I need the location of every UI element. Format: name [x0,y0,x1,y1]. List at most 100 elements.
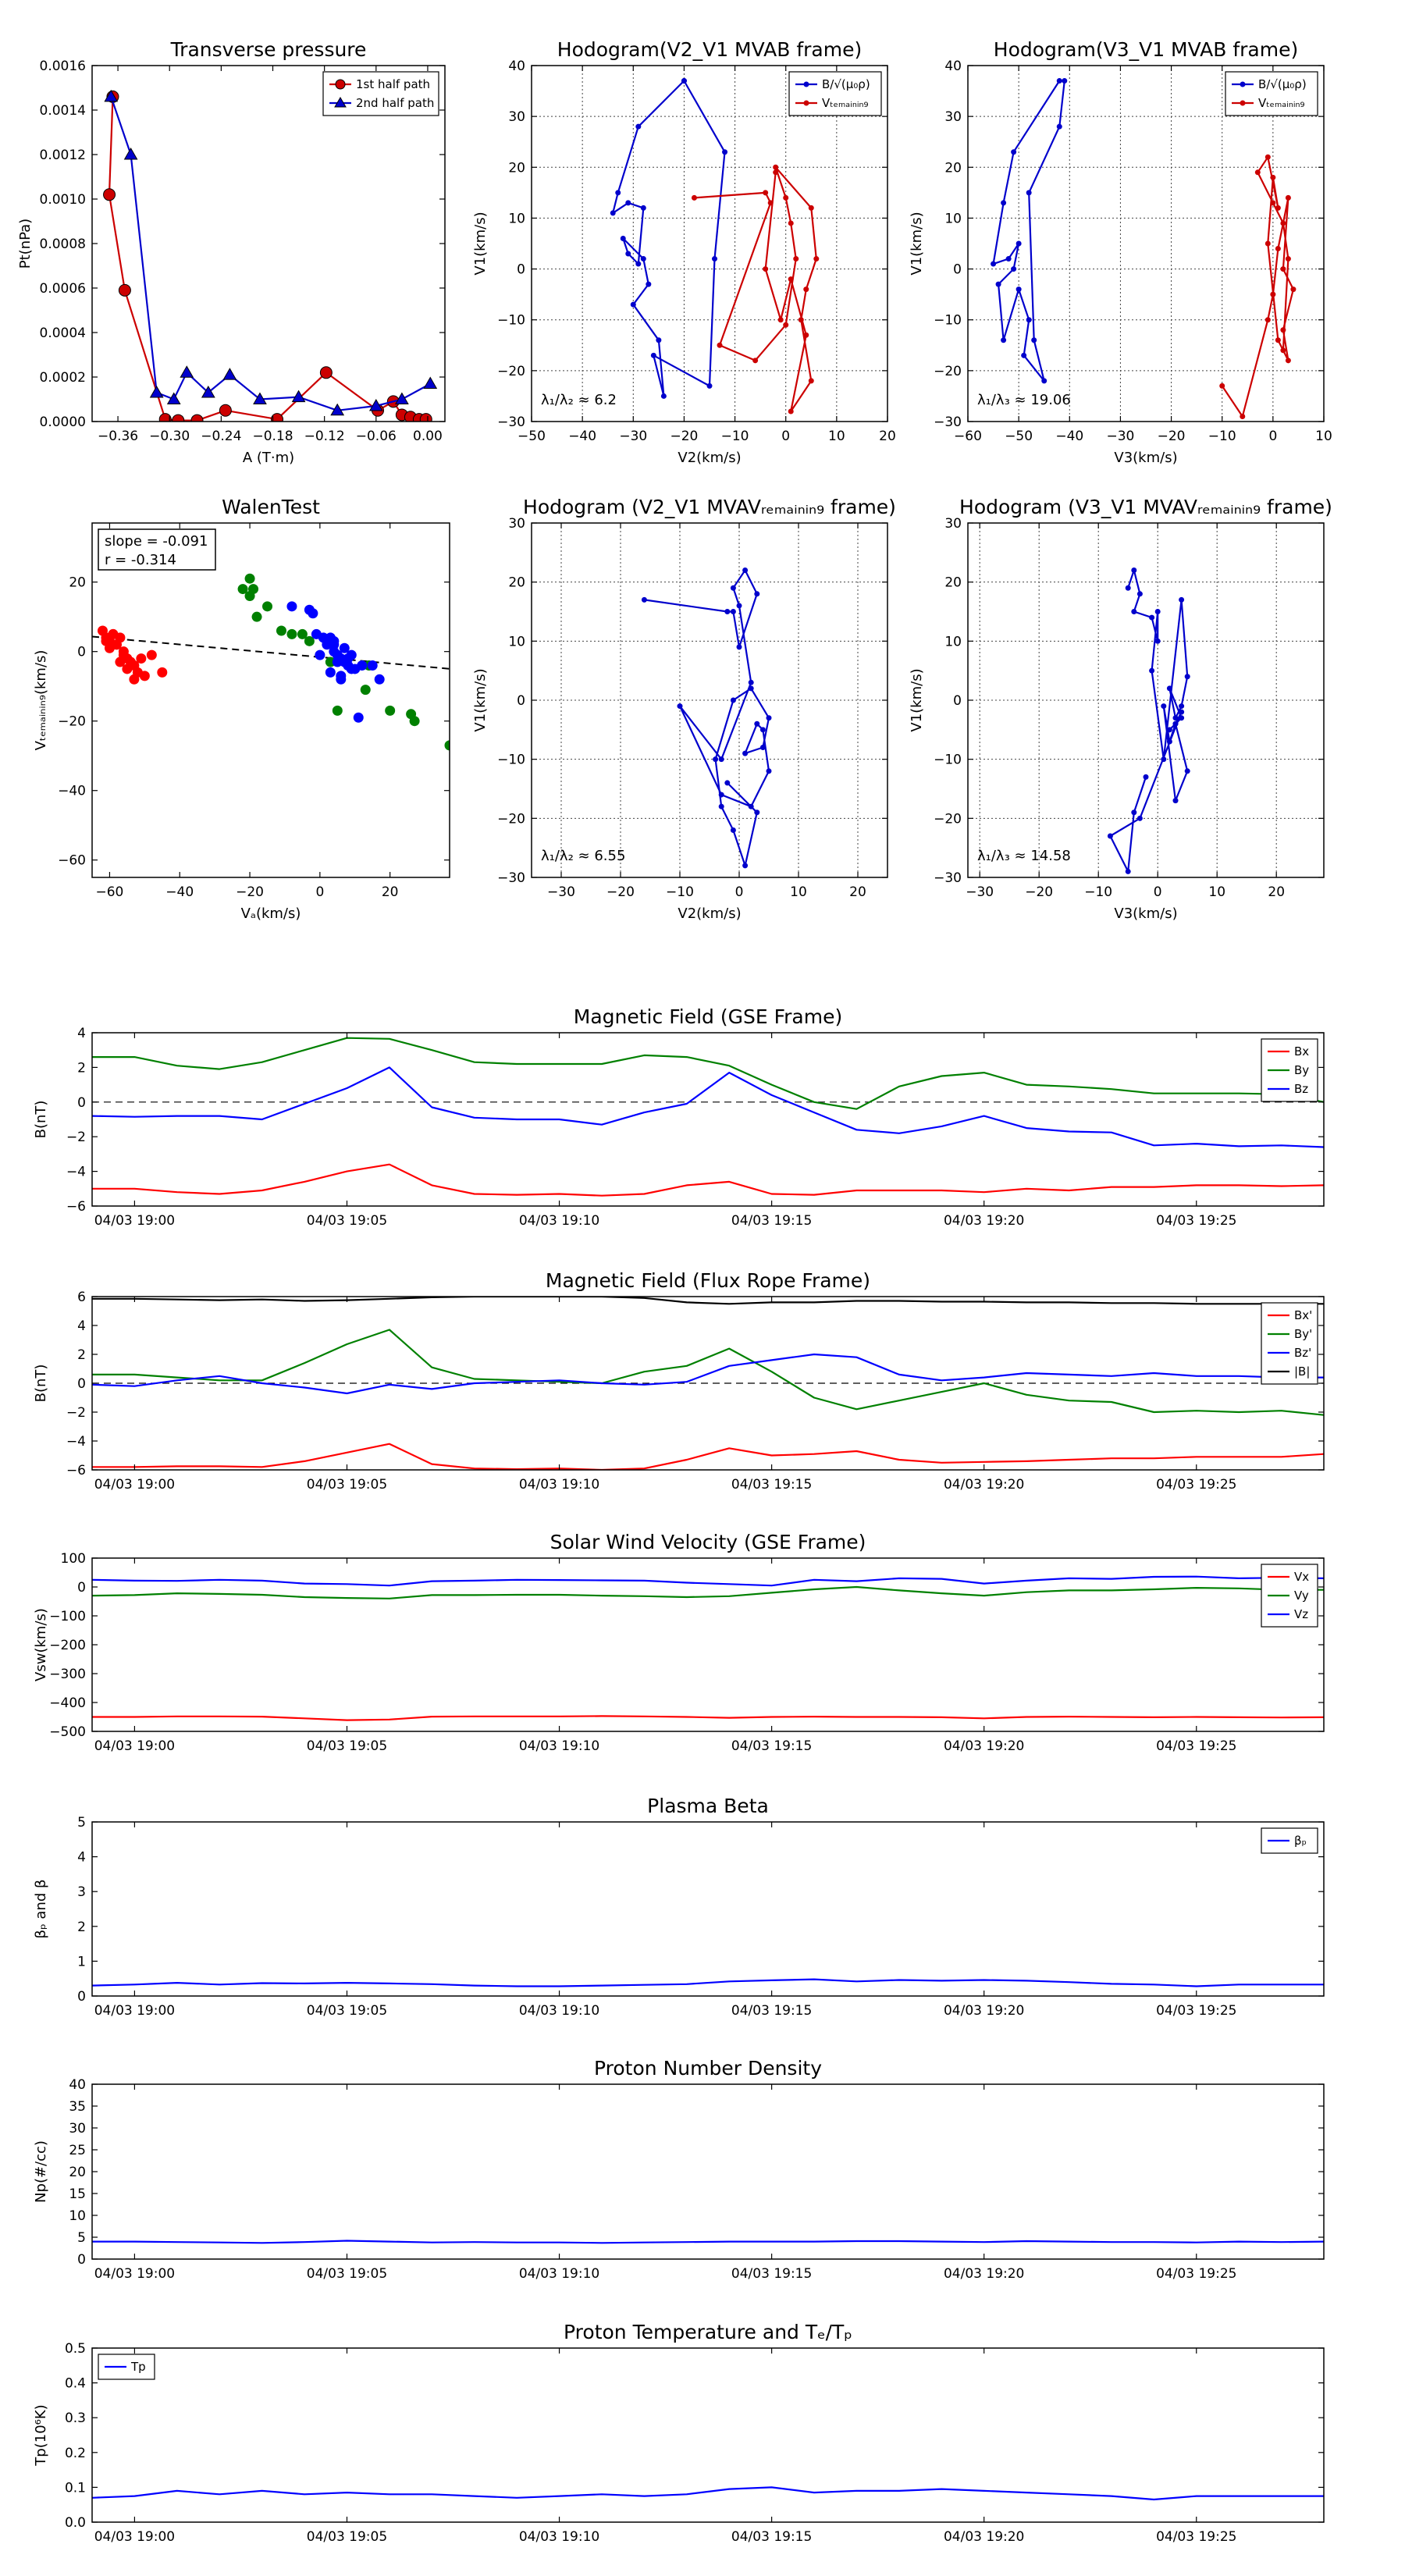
data-point [1285,358,1291,364]
data-point [1270,174,1276,180]
legend-label: Vz [1294,1607,1308,1621]
y-tick-label: 0 [77,1095,86,1111]
y-tick-label: 20 [944,575,962,591]
data-point [748,679,754,685]
data-point [1149,614,1155,621]
y-tick-label: −30 [934,415,962,430]
legend: B/√(μ₀ρ) Vₜₑₘₐᵢₙᵢₙ₉ [788,71,882,116]
series-0 [97,625,168,685]
x-tick-label: 04/03 19:05 [307,2266,387,2282]
legend-label: βₚ [1294,1834,1307,1848]
data-point [330,403,345,416]
data-point [419,413,432,422]
series-line [108,96,426,422]
y-tick-label: 0.0000 [40,415,86,430]
x-tick-label: −10 [721,429,749,444]
x-tick-label: 04/03 19:25 [1156,2529,1236,2545]
y-tick-label: −6 [66,1199,86,1215]
data-point [1184,768,1190,774]
y-axis-label: B(nT) [33,1364,49,1403]
data-point [1154,609,1161,614]
stats-line: slope = -0.091 [105,533,208,550]
data-point [1275,246,1281,252]
data-point [1179,715,1185,721]
y-tick-label: −100 [49,1609,86,1624]
data-point [773,169,779,176]
data-point [1149,667,1155,674]
data-point [1254,169,1261,176]
legend-label: Vy [1294,1589,1309,1603]
stats-box [98,528,216,571]
y-tick-label: 0 [953,262,962,278]
series-1 [92,1329,1324,1416]
fit-line [92,635,450,670]
data-point [1131,609,1137,614]
series-line [110,96,431,411]
y-tick-label: 25 [69,2143,86,2158]
data-point [625,251,631,257]
data-point [1056,78,1062,84]
x-tick-label: −30 [1106,429,1134,444]
y-axis-label: V1(km/s) [909,212,925,275]
data-point [1131,809,1137,816]
x-tick-label: −0.12 [304,429,345,444]
x-tick-label: 0 [1268,429,1277,444]
x-tick-label: 04/03 19:15 [731,2003,812,2019]
chart-title: Hodogram(V3_V1 MVAB frame) [994,38,1298,61]
data-point [1011,266,1017,272]
data-point [149,385,164,398]
data-point [759,745,766,751]
data-point [813,256,820,262]
y-tick-label: −300 [49,1667,86,1682]
series-0 [92,2486,1324,2501]
data-point [346,649,357,660]
y-tick-label: 20 [508,160,525,176]
data-point [409,716,420,727]
data-point [271,413,284,422]
data-point [1131,568,1137,574]
y-tick-label: 30 [508,109,525,125]
axes-frame [967,65,1325,422]
x-tick-label: 0 [735,884,744,900]
y-tick-label: −40 [58,784,86,799]
series-0 [610,78,728,399]
data-point [630,301,636,308]
x-tick-label: −0.36 [98,429,138,444]
series-line [992,80,1065,382]
x-tick-label: −60 [96,884,124,900]
data-point [111,639,122,650]
y-tick-label: 0 [77,1580,86,1596]
data-point [237,584,248,595]
data-point [681,78,687,84]
x-tick-label: 0 [315,884,324,900]
y-tick-label: −30 [497,870,525,886]
data-point [315,649,325,660]
data-point [291,390,306,403]
hodogram-v3-v1-mvab-chart: −60 −50 −40 −30 −20 −10 0 10 −30 −20 −10 0 10 20 30 40 H… [909,38,1332,466]
y-tick-label: 0.0 [65,2515,86,2531]
y-tick-label: −2 [66,1405,86,1421]
data-point [736,644,742,650]
x-tick-label: 04/03 19:10 [519,1477,599,1493]
data-point [325,656,336,667]
data-point [1270,200,1276,206]
data-point [1290,286,1297,293]
x-tick-label: 04/03 19:20 [944,1213,1024,1229]
y-tick-label: 2 [77,1060,86,1076]
data-point [304,635,315,646]
data-point [1166,727,1172,733]
data-point [730,697,736,703]
data-point [286,601,297,612]
series-0 [92,2240,1324,2244]
y-tick-label: 0.0014 [40,103,86,119]
legend-label: 1st half path [356,77,430,91]
data-point [615,190,621,196]
x-tick-label: −40 [1055,429,1083,444]
x-tick-label: −20 [1158,429,1186,444]
x-tick-label: 04/03 19:05 [307,1213,387,1229]
data-point [656,337,662,343]
data-point [610,210,616,216]
x-tick-label: 04/03 19:20 [944,1738,1024,1754]
data-point [773,164,779,170]
